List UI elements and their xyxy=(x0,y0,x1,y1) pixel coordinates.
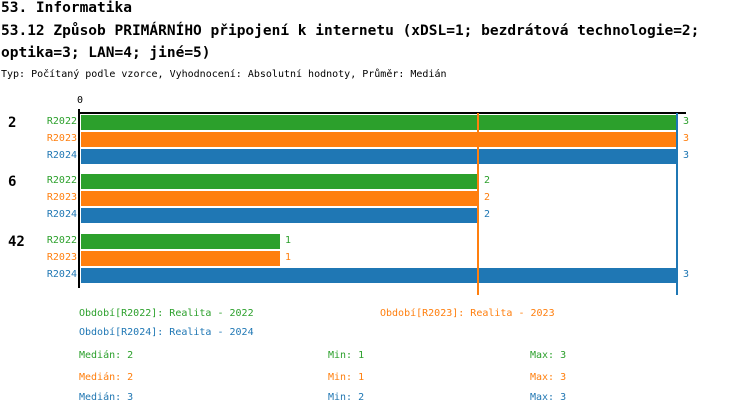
bar-r2024-cat2 xyxy=(81,149,678,164)
series-row-label: R2022 xyxy=(46,235,77,246)
section-title: 53. Informatika xyxy=(1,0,132,16)
bar-value-label: 3 xyxy=(683,116,690,127)
series-row-label: R2024 xyxy=(46,269,77,280)
bar-value-label: 3 xyxy=(683,150,690,161)
legend-period-r2022: Období[R2022]: Realita - 2022 xyxy=(79,308,254,319)
bar-value-label: 3 xyxy=(683,133,690,144)
category-label: 42 xyxy=(8,234,25,250)
stat-min-r2022: Min: 1 xyxy=(328,350,365,361)
bar-value-label: 1 xyxy=(285,235,292,246)
category-label: 6 xyxy=(8,174,17,190)
y-axis-line xyxy=(78,109,80,288)
category-label: 2 xyxy=(8,115,17,131)
question-meta: Typ: Počítaný podle vzorce, Vyhodnocení:… xyxy=(1,69,447,80)
series-row-label: R2023 xyxy=(46,192,77,203)
bar-value-label: 3 xyxy=(683,269,690,280)
x-axis-tick-zero: 0 xyxy=(76,95,84,106)
question-title-line2: optika=3; LAN=4; jiné=5) xyxy=(1,45,211,61)
series-row-label: R2023 xyxy=(46,252,77,263)
stat-min-r2024: Min: 2 xyxy=(328,392,365,403)
series-row-label: R2024 xyxy=(46,150,77,161)
bar-value-label: 2 xyxy=(484,209,491,220)
legend-period-r2024: Období[R2024]: Realita - 2024 xyxy=(79,327,254,338)
bar-value-label: 1 xyxy=(285,252,292,263)
bar-value-label: 2 xyxy=(484,192,491,203)
bar-r2022-cat42 xyxy=(81,234,280,249)
bar-r2022-cat6 xyxy=(81,174,479,189)
bar-r2023-cat2 xyxy=(81,132,678,147)
stat-median-r2023: Medián: 2 xyxy=(79,372,134,383)
bar-r2024-cat42 xyxy=(81,268,678,283)
bar-value-label: 2 xyxy=(484,175,491,186)
series-row-label: R2022 xyxy=(46,175,77,186)
series-row-label: R2024 xyxy=(46,209,77,220)
median-line-r2024 xyxy=(676,113,678,295)
stat-median-r2022: Medián: 2 xyxy=(79,350,134,361)
x-axis-line xyxy=(78,112,686,114)
series-row-label: R2023 xyxy=(46,133,77,144)
series-row-label: R2022 xyxy=(46,116,77,127)
stat-max-r2022: Max: 3 xyxy=(530,350,567,361)
bar-r2024-cat6 xyxy=(81,208,479,223)
stat-max-r2023: Max: 3 xyxy=(530,372,567,383)
bar-r2022-cat2 xyxy=(81,115,678,130)
bar-r2023-cat42 xyxy=(81,251,280,266)
stat-median-r2024: Medián: 3 xyxy=(79,392,134,403)
stat-max-r2024: Max: 3 xyxy=(530,392,567,403)
median-line-r2023 xyxy=(477,113,479,295)
bar-r2023-cat6 xyxy=(81,191,479,206)
question-title-line1: 53.12 Způsob PRIMÁRNÍHO připojení k inte… xyxy=(1,23,700,39)
stat-min-r2023: Min: 1 xyxy=(328,372,365,383)
legend-period-r2023: Období[R2023]: Realita - 2023 xyxy=(380,308,555,319)
